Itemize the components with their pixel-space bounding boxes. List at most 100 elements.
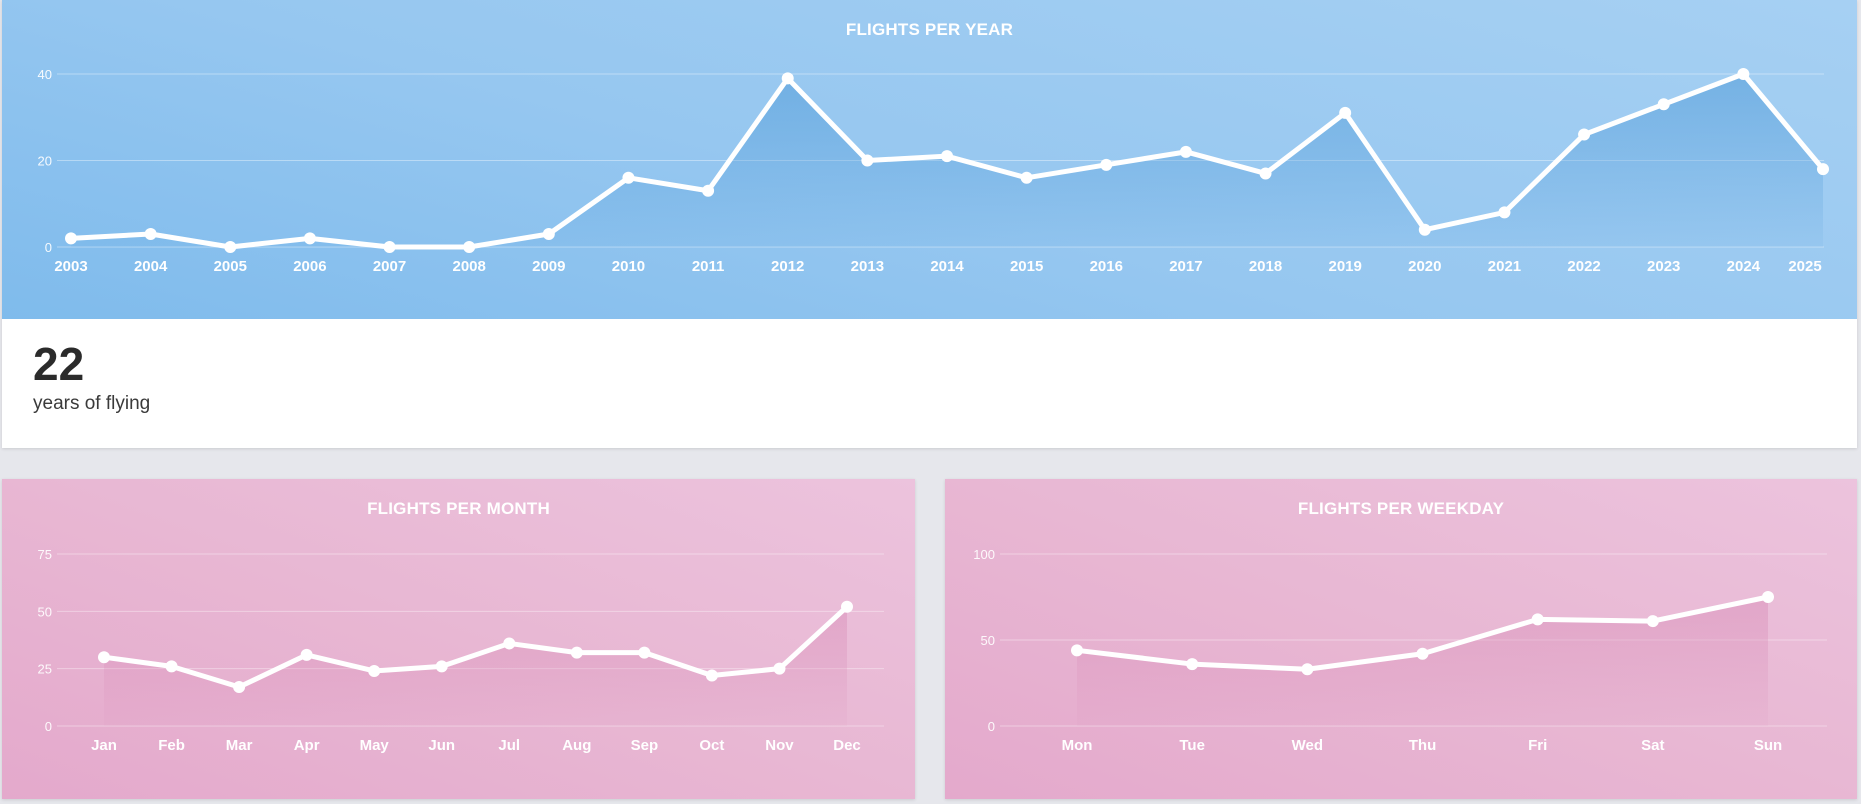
flights-per-weekday-card: FLIGHTS PER WEEKDAY 0 50 100 Mon Tue Wed Thu Fr… — [945, 479, 1857, 799]
y-tick-label: 75 — [38, 547, 52, 562]
data-point-mon[interactable] — [1071, 644, 1083, 657]
x-tick-label: 2014 — [930, 258, 964, 275]
data-point-2008[interactable] — [463, 241, 476, 253]
x-tick-label: Jun — [428, 737, 455, 754]
x-tick-label: 2018 — [1249, 258, 1282, 275]
data-point-2016[interactable] — [1100, 158, 1113, 171]
x-tick-label: 2023 — [1647, 258, 1680, 275]
x-tick-label: 2012 — [771, 258, 804, 275]
x-tick-label: Thu — [1409, 737, 1437, 754]
x-tick-label: Sat — [1641, 737, 1664, 754]
data-point-thu[interactable] — [1416, 647, 1429, 660]
x-tick-label: 2008 — [452, 258, 485, 275]
y-tick-label: 40 — [38, 67, 52, 82]
y-tick-label: 0 — [45, 719, 52, 734]
data-point-jun[interactable] — [435, 660, 448, 673]
data-point-fri[interactable] — [1531, 613, 1544, 626]
x-tick-label: Feb — [158, 737, 185, 754]
x-tick-label: 2019 — [1328, 258, 1361, 275]
x-tick-label: 2020 — [1408, 258, 1441, 275]
data-point-may[interactable] — [368, 664, 381, 677]
x-tick-label: 2024 — [1727, 258, 1761, 275]
x-tick-label: Jul — [498, 737, 520, 754]
x-tick-label: 2022 — [1567, 258, 1600, 275]
data-point-2003[interactable] — [65, 232, 77, 245]
data-point-aug[interactable] — [570, 646, 583, 659]
data-point-2022[interactable] — [1578, 128, 1591, 141]
data-point-2010[interactable] — [622, 171, 635, 184]
data-point-mar[interactable] — [233, 681, 246, 694]
data-point-2015[interactable] — [1020, 171, 1033, 184]
x-tick-label: Fri — [1528, 737, 1547, 754]
data-point-tue[interactable] — [1186, 658, 1199, 671]
flights-per-month-chart: 0 25 50 75 Jan Feb Mar Apr May Jun Jul Aug Sep Oct Nov… — [38, 547, 884, 754]
data-point-2024[interactable] — [1737, 68, 1750, 80]
x-tick-label: Wed — [1292, 737, 1323, 754]
x-tick-label: Sep — [631, 737, 659, 754]
data-point-jan[interactable] — [98, 651, 110, 664]
flights-per-year-card: FLIGHTS PER YEAR 0 20 40 2003 2004 2005 2006 20… — [2, 0, 1857, 448]
x-tick-label: 2009 — [532, 258, 565, 275]
x-tick-label: Mar — [226, 737, 253, 754]
x-tick-label: 2005 — [214, 258, 247, 275]
data-point-feb[interactable] — [165, 660, 178, 673]
x-tick-label: Oct — [699, 737, 724, 754]
data-point-apr[interactable] — [300, 648, 313, 661]
data-point-dec[interactable] — [841, 600, 853, 613]
data-point-wed[interactable] — [1301, 663, 1314, 676]
data-point-sep[interactable] — [638, 646, 651, 659]
flights-per-year-chart-panel: FLIGHTS PER YEAR 0 20 40 2003 2004 2005 2006 20… — [2, 0, 1857, 319]
data-point-sun[interactable] — [1762, 591, 1774, 603]
chart-title: FLIGHTS PER MONTH — [367, 499, 550, 518]
y-tick-label: 0 — [45, 240, 52, 255]
data-point-2011[interactable] — [702, 184, 715, 197]
x-tick-label: 2017 — [1169, 258, 1202, 275]
chart-title: FLIGHTS PER YEAR — [845, 20, 1014, 39]
data-point-2017[interactable] — [1179, 145, 1192, 158]
data-point-2025[interactable] — [1817, 163, 1829, 176]
y-tick-label: 100 — [973, 547, 995, 562]
data-point-2013[interactable] — [861, 154, 874, 167]
x-tick-label: 2021 — [1488, 258, 1521, 275]
data-point-2014[interactable] — [941, 150, 953, 163]
data-point-2023[interactable] — [1657, 98, 1670, 111]
x-tick-label: Apr — [294, 737, 320, 754]
x-tick-label: May — [360, 737, 390, 754]
data-point-2004[interactable] — [144, 228, 157, 241]
y-tick-label: 25 — [38, 662, 52, 677]
data-point-2021[interactable] — [1498, 206, 1511, 219]
x-tick-label: Nov — [765, 737, 794, 754]
x-tick-label: Sun — [1754, 737, 1782, 754]
flights-per-year-chart: 0 20 40 2003 2004 2005 2006 2007 2008 2009 2010 201… — [38, 67, 1829, 275]
x-tick-label: 2010 — [612, 258, 645, 275]
series-line — [101, 604, 850, 690]
x-tick-label: Tue — [1179, 737, 1205, 754]
data-point-nov[interactable] — [773, 662, 786, 675]
data-point-2007[interactable] — [383, 241, 396, 253]
x-tick-label: 2004 — [134, 258, 168, 275]
x-tick-label: 2015 — [1010, 258, 1043, 275]
years-of-flying-value: 22 — [33, 338, 85, 390]
data-point-2005[interactable] — [224, 241, 237, 253]
data-point-2020[interactable] — [1418, 223, 1431, 236]
y-tick-label: 0 — [988, 719, 995, 734]
x-tick-label: 2006 — [293, 258, 326, 275]
series-area — [1077, 597, 1768, 726]
years-of-flying-label: years of flying — [33, 393, 151, 414]
data-point-2018[interactable] — [1259, 167, 1272, 180]
data-point-2012[interactable] — [781, 72, 794, 85]
data-point-2006[interactable] — [303, 232, 316, 245]
flights-per-weekday-chart: 0 50 100 Mon Tue Wed Thu Fri Sat Sun — [973, 547, 1827, 754]
data-point-oct[interactable] — [705, 669, 718, 682]
y-tick-label: 50 — [38, 604, 52, 619]
data-point-2019[interactable] — [1339, 106, 1352, 119]
data-point-2009[interactable] — [542, 228, 555, 241]
series-area — [104, 606, 847, 726]
data-point-sat[interactable] — [1646, 615, 1659, 628]
x-tick-label: 2025 — [1788, 258, 1821, 275]
data-point-jul[interactable] — [503, 637, 516, 650]
x-tick-label: 2007 — [373, 258, 406, 275]
x-tick-label: 2013 — [851, 258, 884, 275]
x-tick-label: Dec — [833, 737, 861, 754]
y-tick-label: 20 — [38, 154, 52, 169]
